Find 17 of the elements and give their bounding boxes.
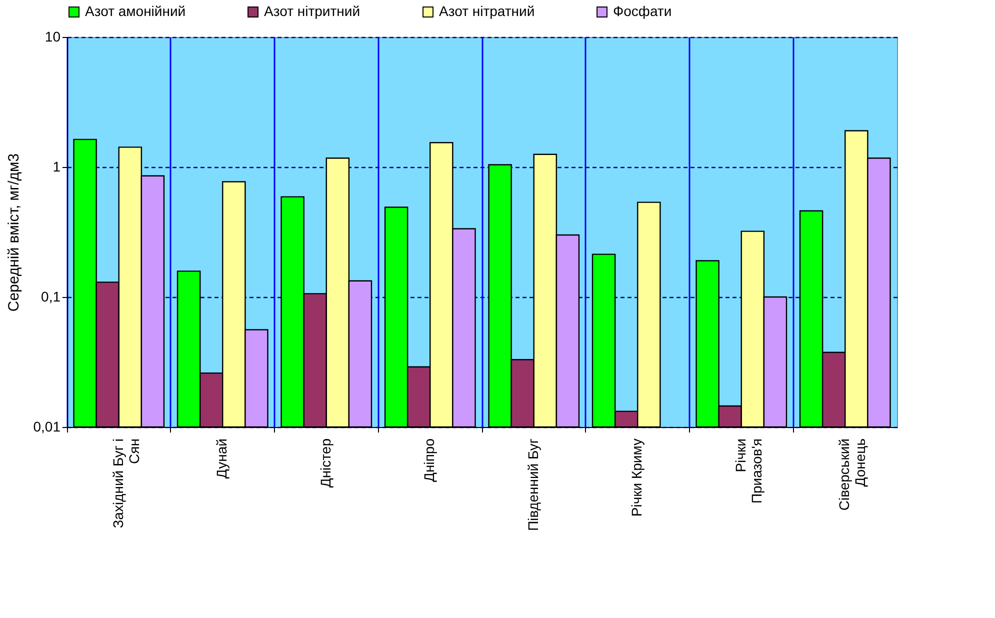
x-tick-label: Дніпро <box>421 438 438 482</box>
x-tick-label: Річки Криму <box>628 438 645 517</box>
y-tick-label: 1 <box>52 158 61 174</box>
x-tick-label: Сіверський Донець <box>836 438 868 511</box>
legend-label: Фосфати <box>613 3 672 19</box>
y-axis-title: Середній вміст, мг/дм3 <box>5 153 22 312</box>
x-tick-label: Південний Буг <box>524 438 541 531</box>
legend-label: Азот нітритний <box>264 3 360 19</box>
y-tick-label: 10 <box>44 28 61 44</box>
x-tick-label: Річки Приазов'я <box>732 438 764 504</box>
legend-label: Азот нітратний <box>439 3 535 19</box>
y-tick-label: 0,1 <box>41 288 61 304</box>
x-tick-label: Дністер <box>317 438 334 488</box>
x-tick-label: Дунай <box>214 438 230 479</box>
x-tick-label: Західний Буг і Сян <box>110 438 142 528</box>
legend-label: Азот амонійний <box>85 3 186 19</box>
y-tick-label: 0,01 <box>33 418 61 434</box>
